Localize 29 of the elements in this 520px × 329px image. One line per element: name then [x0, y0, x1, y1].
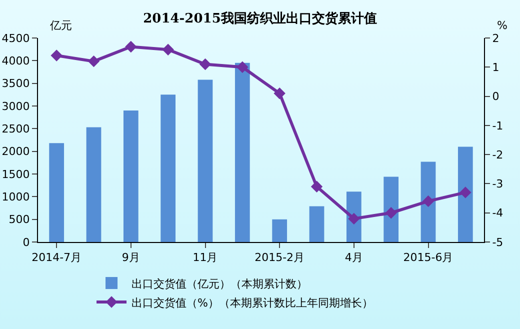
legend-label: 出口交货值（%）（本期累计数比上年同期增长） — [132, 296, 373, 310]
x-tick-label: 2015-6月 — [403, 251, 454, 264]
y2-tick-label: 2 — [492, 32, 500, 45]
y-tick-label: 4500 — [2, 32, 30, 45]
y-tick-label: 1000 — [2, 190, 30, 204]
y-tick-label: 3000 — [2, 100, 30, 113]
y-axis-title: 亿元 — [49, 19, 72, 32]
y2-tick-label: -3 — [492, 178, 504, 191]
y2-tick-label: -1 — [492, 119, 504, 132]
y-tick-label: 4000 — [2, 54, 30, 68]
legend-label: 出口交货值（亿元）（本期累计数） — [132, 277, 308, 290]
y-tick-label: 1500 — [2, 168, 30, 181]
y-tick-label: 500 — [8, 213, 30, 226]
y-tick-label: 0 — [22, 236, 30, 249]
x-tick-label: 4月 — [344, 251, 363, 264]
y-tick-label: 2500 — [2, 122, 30, 136]
x-tick-label: 9月 — [122, 251, 140, 264]
y2-tick-label: 0 — [492, 90, 500, 104]
y-tick-label: 2000 — [2, 145, 30, 158]
x-tick-label: 2014-7月 — [32, 251, 82, 264]
y2-tick-label: -4 — [492, 206, 504, 220]
x-tick-label: 2015-2月 — [254, 251, 305, 264]
y2-tick-label: -5 — [492, 236, 504, 249]
y-tick-label: 3500 — [2, 77, 30, 90]
x-tick-label: 11月 — [192, 251, 218, 264]
y2-tick-label: -2 — [492, 148, 504, 162]
y2-axis-title: % — [497, 19, 508, 32]
chart-title: 2014-2015我国纺织业出口交货累计值 — [143, 10, 377, 26]
y2-tick-label: 1 — [492, 60, 500, 74]
